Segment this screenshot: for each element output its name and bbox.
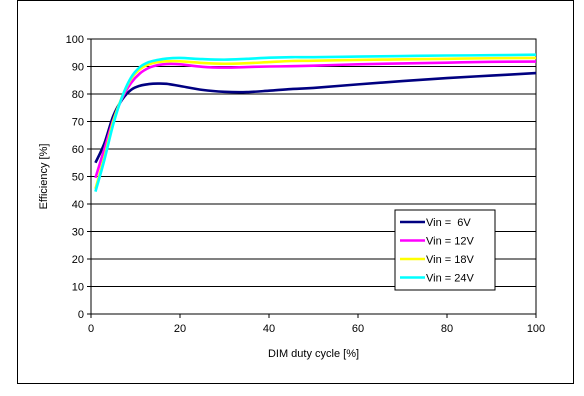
x-tick-label-2: 40 [263, 323, 275, 335]
y-tick-label-7: 70 [72, 117, 84, 129]
y-tick-label-0: 0 [78, 309, 84, 321]
y-tick-label-6: 60 [72, 144, 84, 156]
legend: Vin = 6V Vin = 12V Vin = 18V Vin = 24V [394, 209, 496, 291]
y-tick-label-5: 50 [72, 172, 84, 184]
x-tick-label-0: 0 [88, 323, 94, 335]
legend-label-1: Vin = 12V [426, 236, 474, 248]
series-lines [94, 53, 537, 192]
x-axis-label: DIM duty cycle [%] [268, 348, 359, 360]
series-line-3 [94, 53, 537, 192]
y-tick-label-1: 10 [72, 282, 84, 294]
axis-ticks: 0 10 20 30 40 50 60 70 80 90 100 0 20 40 60 80 100 [66, 34, 546, 335]
y-tick-label-4: 40 [72, 199, 84, 211]
x-tick-label-3: 60 [352, 323, 364, 335]
y-tick-label-2: 20 [72, 254, 84, 266]
x-tick-label-1: 20 [174, 323, 186, 335]
y-tick-label-9: 90 [72, 62, 84, 74]
y-tick-label-8: 80 [72, 89, 84, 101]
chart-frame [17, 0, 574, 384]
y-tick-label-3: 30 [72, 227, 84, 239]
y-tick-label-10: 100 [66, 34, 84, 46]
series-line-1 [94, 60, 537, 179]
legend-label-0: Vin = 6V [426, 217, 471, 229]
x-tick-label-5: 100 [527, 323, 545, 335]
y-axis-label: Efficiency [%] [38, 144, 50, 210]
legend-label-2: Vin = 18V [426, 254, 474, 266]
series-line-0 [94, 71, 537, 164]
x-tick-label-4: 80 [441, 323, 453, 335]
legend-label-3: Vin = 24V [426, 273, 474, 285]
